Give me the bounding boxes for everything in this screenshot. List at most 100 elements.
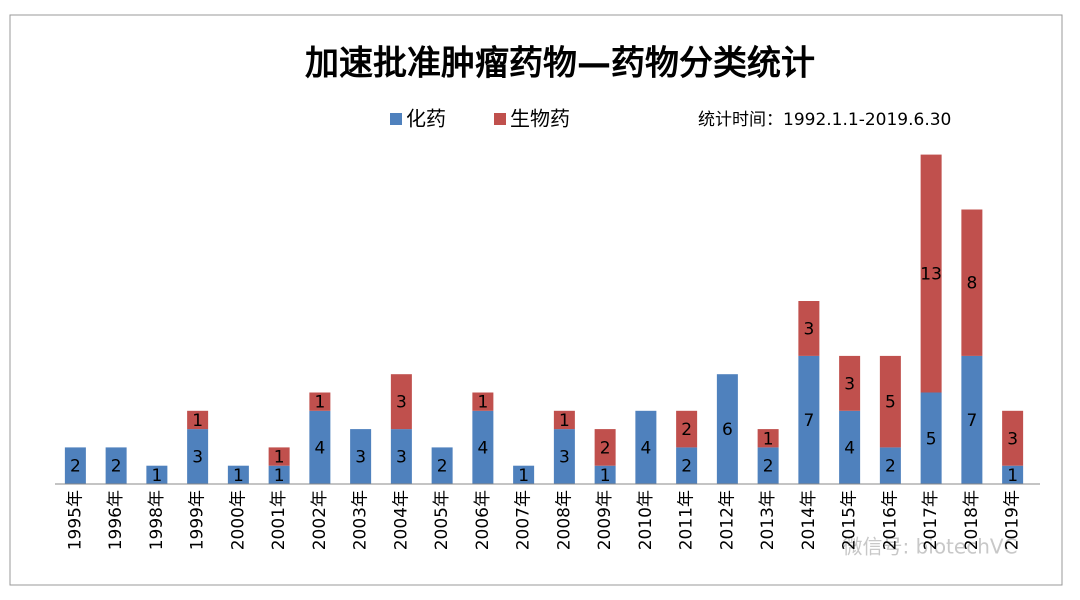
bar-segment bbox=[879, 447, 901, 484]
value-label: 3 bbox=[396, 393, 407, 413]
value-label: 3 bbox=[355, 448, 366, 468]
legend-label: 生物药 bbox=[510, 107, 570, 131]
legend-label: 化药 bbox=[406, 107, 446, 131]
bar-segment bbox=[472, 410, 494, 484]
bar-segment bbox=[350, 429, 372, 484]
bar-segment bbox=[635, 410, 657, 484]
x-tick-label: 2005年 bbox=[432, 490, 452, 550]
x-tick-label: 1996年 bbox=[106, 490, 126, 550]
bar-segment bbox=[105, 447, 127, 484]
bar-segment bbox=[716, 374, 738, 484]
x-tick-label: 2012年 bbox=[717, 490, 737, 550]
value-label: 4 bbox=[477, 438, 488, 458]
value-label: 2 bbox=[681, 457, 692, 477]
x-tick-label: 2019年 bbox=[1003, 490, 1023, 550]
bar-segment bbox=[309, 392, 331, 411]
value-label: 1 bbox=[274, 466, 285, 486]
value-label: 2 bbox=[885, 457, 896, 477]
bar-segment bbox=[920, 392, 942, 484]
value-label: 7 bbox=[966, 411, 977, 431]
x-tick-label: 2010年 bbox=[636, 490, 656, 550]
x-tick-label: 2006年 bbox=[473, 490, 493, 550]
value-label: 2 bbox=[70, 457, 81, 477]
bar-segment bbox=[594, 465, 616, 484]
x-tick-label: 2017年 bbox=[921, 490, 941, 550]
bar-segment bbox=[676, 447, 698, 484]
x-tick-label: 1999年 bbox=[188, 490, 208, 550]
value-label: 6 bbox=[722, 420, 733, 440]
bar-segment bbox=[309, 410, 331, 484]
value-label: 3 bbox=[844, 374, 855, 394]
x-tick-label: 2007年 bbox=[514, 490, 534, 550]
bar-segment bbox=[1002, 465, 1024, 484]
value-label: 1 bbox=[763, 429, 774, 449]
bar-segment bbox=[798, 355, 820, 484]
value-label: 2 bbox=[111, 457, 122, 477]
bar-segment bbox=[187, 410, 209, 430]
legend-swatch bbox=[390, 113, 402, 125]
value-label: 1 bbox=[518, 466, 529, 486]
x-tick-label: 2013年 bbox=[758, 490, 778, 550]
value-label: 1 bbox=[1007, 466, 1018, 486]
legend-swatch bbox=[494, 113, 506, 125]
value-label: 3 bbox=[803, 319, 814, 339]
x-tick-label: 1995年 bbox=[65, 490, 85, 550]
value-label: 1 bbox=[192, 411, 203, 431]
bar-segment bbox=[1002, 410, 1024, 466]
value-label: 4 bbox=[844, 438, 855, 458]
x-tick-label: 2001年 bbox=[269, 490, 289, 550]
bar-segment bbox=[961, 209, 983, 356]
value-label: 1 bbox=[151, 466, 162, 486]
bar-segment bbox=[268, 465, 290, 484]
value-label: 1 bbox=[559, 411, 570, 431]
x-tick-label: 2018年 bbox=[962, 490, 982, 550]
value-label: 3 bbox=[1007, 429, 1018, 449]
value-label: 7 bbox=[803, 411, 814, 431]
bar-segment bbox=[187, 429, 209, 484]
value-label: 2 bbox=[600, 438, 611, 458]
x-tick-label: 2016年 bbox=[880, 490, 900, 550]
bar-segment bbox=[594, 429, 616, 466]
bar-segment bbox=[961, 355, 983, 484]
x-tick-label: 2015年 bbox=[840, 490, 860, 550]
bar-segment bbox=[920, 154, 942, 393]
watermark: 微信号: biotechVC bbox=[842, 535, 1017, 559]
bar-segment bbox=[757, 429, 779, 448]
value-label: 4 bbox=[640, 438, 651, 458]
bar-segment bbox=[839, 355, 861, 411]
value-label: 3 bbox=[396, 448, 407, 468]
bar-segment bbox=[390, 429, 412, 484]
value-label: 5 bbox=[885, 393, 896, 413]
bar-segment bbox=[553, 410, 575, 430]
x-tick-label: 2008年 bbox=[554, 490, 574, 550]
chart-title: 加速批准肿瘤药物—药物分类统计 bbox=[305, 44, 815, 84]
x-tick-label: 2004年 bbox=[391, 490, 411, 550]
bar-segment bbox=[839, 410, 861, 484]
bar-segment bbox=[64, 447, 86, 484]
x-tick-label: 2011年 bbox=[677, 490, 697, 550]
bar-segment bbox=[757, 447, 779, 484]
value-label: 1 bbox=[477, 393, 488, 413]
value-label: 1 bbox=[314, 393, 325, 413]
chart-frame bbox=[9, 14, 1063, 586]
value-label: 3 bbox=[192, 448, 203, 468]
value-label: 8 bbox=[966, 274, 977, 294]
bar-segment bbox=[553, 429, 575, 484]
value-label: 2 bbox=[763, 457, 774, 477]
value-label: 3 bbox=[559, 448, 570, 468]
x-tick-label: 2002年 bbox=[310, 490, 330, 550]
x-tick-label: 2014年 bbox=[799, 490, 819, 550]
value-label: 1 bbox=[233, 466, 244, 486]
bar-segment bbox=[431, 447, 453, 484]
x-tick-label: 2000年 bbox=[228, 490, 248, 550]
bar-segment bbox=[879, 355, 901, 448]
bar-segment bbox=[472, 392, 494, 411]
bar-segment bbox=[676, 410, 698, 448]
bar-segment bbox=[268, 447, 290, 466]
x-tick-label: 1998年 bbox=[147, 490, 167, 550]
bar-segment bbox=[146, 465, 168, 484]
value-label: 13 bbox=[920, 265, 942, 285]
value-label: 2 bbox=[437, 457, 448, 477]
value-label: 5 bbox=[926, 429, 937, 449]
